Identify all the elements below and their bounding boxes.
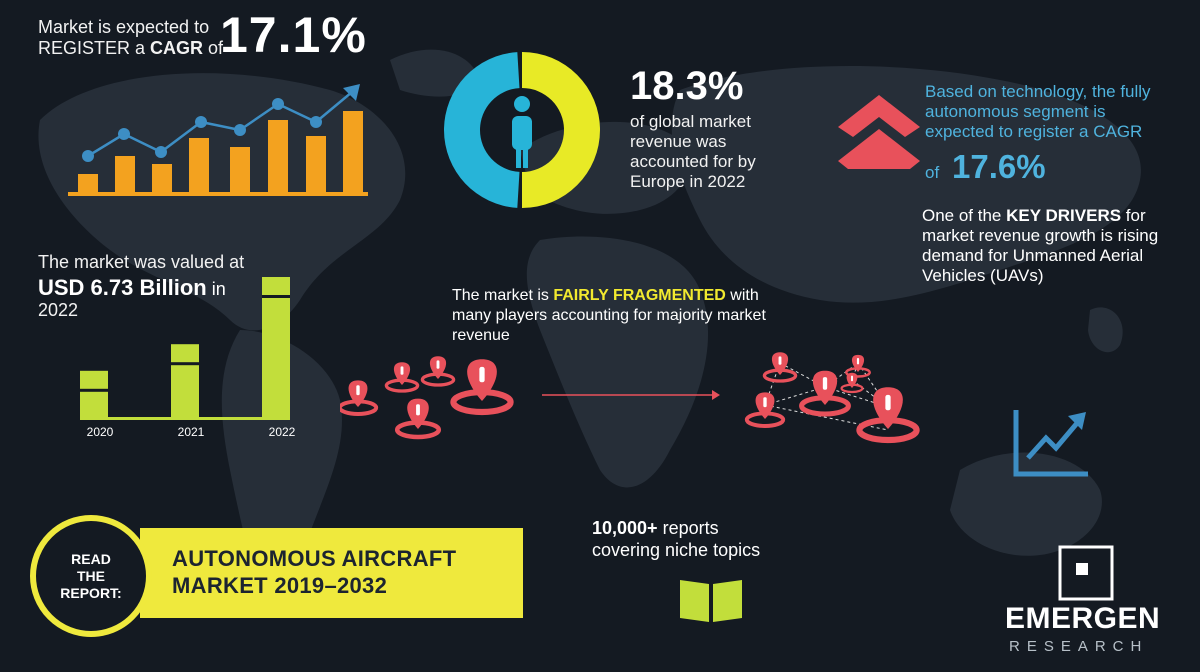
cagr-intro-line2: REGISTER a CAGR of [38,38,223,59]
location-pin-icon [340,380,379,416]
trend-up-icon [1013,410,1088,477]
valuation-suffix: in [206,279,226,299]
drivers-line1: One of the KEY DRIVERS for [922,206,1192,226]
fragmented-line1: The market is FAIRLY FRAGMENTED with [452,286,812,306]
reports-line1: 10,000+ reports [592,517,760,539]
valuation-bar-stripe [171,362,199,366]
growth-bar [306,136,326,192]
location-pin-icon [856,387,920,444]
valuation-value-line: USD 6.73 Billion in [38,275,226,301]
read-report-button[interactable]: READ THE REPORT: [30,515,152,637]
location-pins-left [340,356,514,440]
location-pin-icon [394,398,442,440]
europe-line: revenue was [630,132,727,151]
cagr-intro-line1: Market is expected to [38,17,210,37]
growth-bar [230,147,250,192]
valuation-bar-chart [80,277,290,420]
growth-bar [115,156,135,192]
location-pin-icon [420,356,456,387]
arrow-right-icon [542,390,720,400]
europe-line: Europe in 2022 [630,172,746,191]
location-pin-icon [450,359,514,416]
valuation-line1: The market was valued at [38,252,245,272]
fragmented-line3: revenue [452,327,510,344]
report-title-banner[interactable]: AUTONOMOUS AIRCRAFT MARKET 2019–2032 [140,528,523,618]
europe-line: of global market [630,112,751,131]
read-report-label: READ THE REPORT: [60,550,122,601]
person-icon [512,96,532,168]
fragmented-description: The market is FAIRLY FRAGMENTED with man… [452,286,812,346]
europe-share-donut [444,52,600,208]
location-pin-icon [799,370,851,417]
technology-line: autonomous segment is [925,102,1106,121]
logo-icon [1058,545,1114,601]
fragmented-highlight: FAIRLY FRAGMENTED [553,287,726,304]
cagr-value: 17.1% [220,7,367,63]
valuation-bar [262,277,290,417]
europe-description: of global market revenue was accounted f… [630,112,756,192]
valuation-year-label: 2020 [86,425,114,439]
technology-line: expected to register a CAGR [925,122,1143,141]
brand-subtitle: RESEARCH [1009,638,1149,655]
reports-description: 10,000+ reports covering niche topics [592,517,760,561]
cagr-intro-post: of [203,38,224,58]
donut-segment-rest [444,52,520,208]
drivers-line: Vehicles (UAVs) [922,266,1044,285]
drivers-line: market revenue growth is rising [922,226,1159,245]
valuation-bar-stripe [80,388,108,392]
drivers-line: demand for Unmanned Aerial [922,246,1144,265]
fragmented-post: with [725,287,759,304]
technology-value: 17.6% [952,148,1046,185]
europe-value: 18.3% [630,64,744,108]
location-pins-right [744,352,920,444]
drivers-bold: KEY DRIVERS [1006,206,1122,225]
growth-bar [343,111,363,192]
location-pin-icon [384,362,420,393]
valuation-year-label: 2022 [268,425,296,439]
valuation-bar [171,344,199,417]
fragmented-pre: The market is [452,287,554,304]
drivers-pre: One of the [922,206,1007,225]
europe-line: accounted for by [630,152,756,171]
technology-description: Based on technology, the fully autonomou… [925,82,1151,142]
technology-line: Based on technology, the fully [925,82,1151,101]
growth-bar [152,164,172,192]
donut-segment-europe [522,52,600,208]
cagr-intro-bold: CAGR [150,38,204,58]
double-chevron-up-icon [838,95,920,169]
valuation-bar-stripe [262,295,290,298]
drivers-description: One of the KEY DRIVERS for market revenu… [922,206,1192,286]
location-pin-icon [845,354,871,378]
report-title-line1: AUTONOMOUS AIRCRAFT [172,546,457,571]
brand-name: EMERGEN [1005,602,1161,635]
growth-bar [268,120,288,192]
location-pin-icon [744,392,786,428]
reports-bold: 10,000+ [592,518,658,538]
growth-bar [78,174,98,192]
technology-of: of [925,163,940,182]
growth-bar [189,138,209,192]
report-title-line2: MARKET 2019–2032 [172,573,388,598]
location-pin-icon [840,372,864,394]
open-book-icon [680,580,742,622]
valuation-year-label: 2021 [177,425,205,439]
valuation-value: USD 6.73 Billion [38,275,207,300]
drivers-post: for [1121,206,1146,225]
growth-bar-line-icon [68,84,368,196]
location-pin-icon [762,352,798,383]
reports-line2: covering niche topics [592,540,761,560]
valuation-bar [80,370,108,417]
reports-post: reports [657,518,719,538]
valuation-year: 2022 [38,300,79,320]
cagr-intro-pre: REGISTER a [38,38,151,58]
fragmented-line2: many players accounting for majority mar… [452,307,766,324]
valuation-axis [80,417,290,420]
